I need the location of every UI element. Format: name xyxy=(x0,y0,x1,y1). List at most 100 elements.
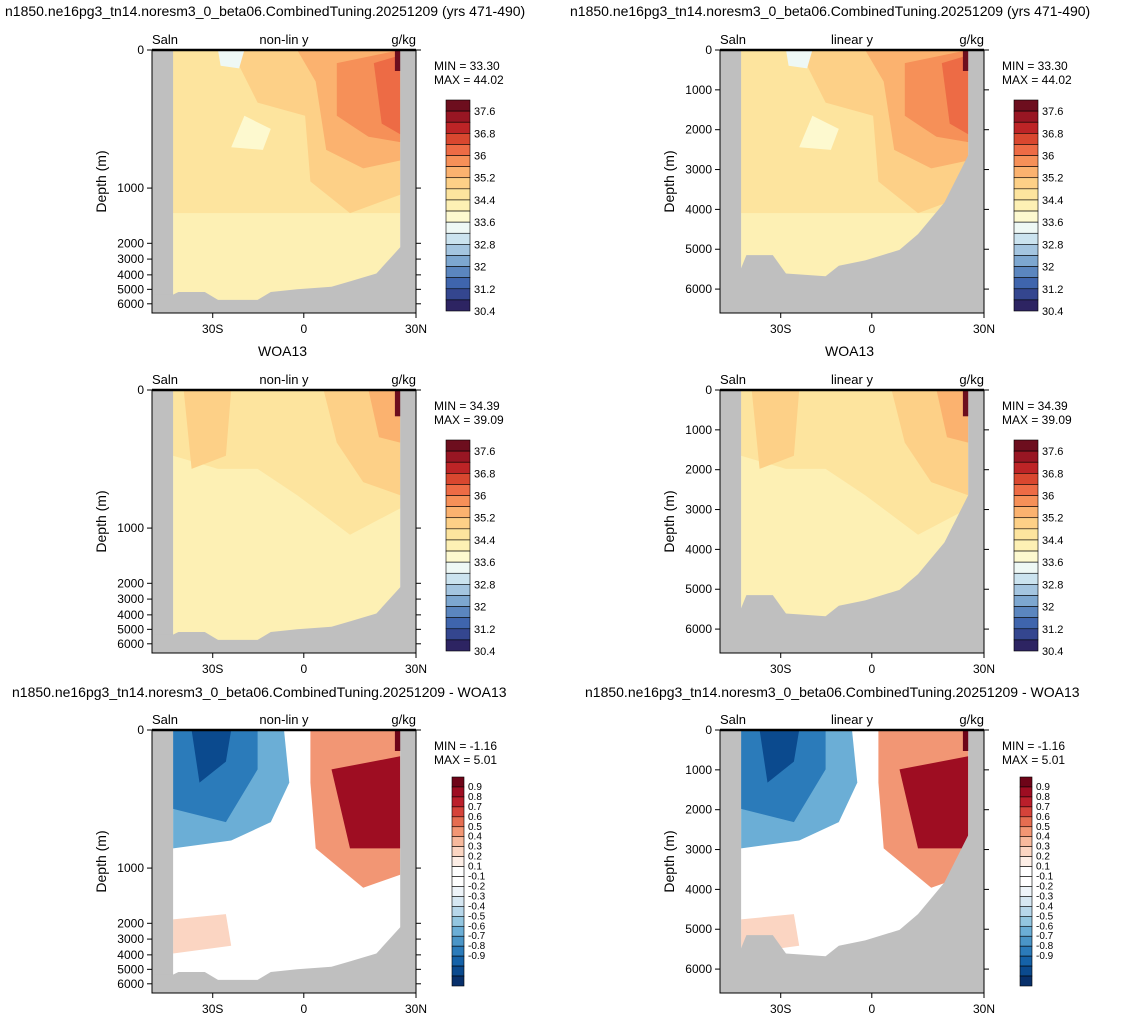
plot-area xyxy=(152,730,416,993)
units-label: g/kg xyxy=(391,32,416,47)
colorbar-cell xyxy=(1013,99,1039,112)
salinity-band xyxy=(936,390,969,443)
y-tick-label: 3000 xyxy=(685,843,712,857)
plot-area xyxy=(152,50,416,313)
colorbar-label: -0.3 xyxy=(468,891,486,902)
y-tick-label: 2000 xyxy=(685,123,712,137)
chart-model-linear-depth: Saln linear y g/kg Depth (m) 0 1000 2000 3000 40… xyxy=(661,32,1072,336)
panel-subtitle: non-lin y xyxy=(259,32,309,47)
plot-area xyxy=(720,50,984,313)
y-tick-label: 5000 xyxy=(117,282,144,296)
colorbar-cell xyxy=(445,188,471,201)
colorbar-cell xyxy=(1013,595,1039,607)
colorbar-cell xyxy=(451,776,465,788)
x-tick-label: 0 xyxy=(300,1002,307,1016)
colorbar-label: -0.9 xyxy=(468,951,486,962)
colorbar-cell xyxy=(451,925,465,937)
colorbar-label: -0.9 xyxy=(1036,951,1054,962)
land-mask xyxy=(152,730,174,993)
units-label: g/kg xyxy=(959,32,984,47)
min-label: MIN = 34.39 xyxy=(434,399,500,413)
land-mask xyxy=(720,835,984,993)
colorbar-label: 36 xyxy=(1042,151,1054,163)
colorbar-label: -0.5 xyxy=(1036,911,1054,922)
colorbar-cell xyxy=(451,896,465,907)
colorbar-label: 0.8 xyxy=(468,792,482,803)
y-tick-label: 5000 xyxy=(685,582,712,596)
colorbar-label: 35.2 xyxy=(474,173,495,185)
colorbar-cell xyxy=(445,299,471,312)
y-tick-label: 2000 xyxy=(117,916,144,930)
colorbar-cell xyxy=(1013,210,1039,223)
x-tick-label: 30S xyxy=(770,322,791,336)
colorbar-cell xyxy=(1013,188,1039,201)
panel-subtitle: linear y xyxy=(831,712,873,727)
colorbar-label: 33.6 xyxy=(474,217,495,229)
colorbar-cell xyxy=(445,439,471,452)
colorbar-cell xyxy=(445,517,471,530)
land-mask xyxy=(720,50,742,313)
plot-area xyxy=(720,730,984,993)
colorbar-label: -0.6 xyxy=(468,921,486,932)
row2-left-title: WOA13 xyxy=(258,343,308,359)
colorbar-label: -0.4 xyxy=(468,901,486,912)
colorbar-cell xyxy=(451,806,465,818)
colorbar-cell xyxy=(1013,121,1039,134)
colorbar-label: -0.2 xyxy=(1036,881,1054,892)
x-tick-label: 30N xyxy=(405,322,427,336)
colorbar-cell xyxy=(1013,584,1039,596)
colorbar-cell xyxy=(1019,975,1033,987)
colorbar-cell xyxy=(1013,277,1039,290)
colorbar-cell xyxy=(1019,945,1033,957)
colorbar-label: 35.2 xyxy=(1042,173,1063,185)
x-tick-label: 30N xyxy=(973,1002,995,1016)
colorbar-label: -0.7 xyxy=(1036,931,1054,942)
y-tick-label: 6000 xyxy=(117,637,144,651)
colorbar-cell xyxy=(1013,606,1039,618)
y-tick-label: 1000 xyxy=(117,521,144,535)
diff-band xyxy=(331,756,401,849)
colorbar-label: -0.7 xyxy=(468,931,486,942)
colorbar-label: 31.2 xyxy=(1042,284,1063,296)
colorbar-cell xyxy=(1013,550,1039,563)
colorbar-label: 30.4 xyxy=(1042,306,1063,318)
land-mask xyxy=(720,730,742,993)
colorbar-cell xyxy=(451,846,465,857)
y-tick-label: 1000 xyxy=(685,83,712,97)
colorbar-cell xyxy=(445,617,471,630)
y-tick-label: 3000 xyxy=(685,503,712,517)
colorbar-label: 36.8 xyxy=(1042,468,1063,480)
colorbar-cell xyxy=(445,110,471,123)
colorbar-cell xyxy=(1013,539,1039,552)
x-tick-label: 0 xyxy=(300,322,307,336)
land-mask xyxy=(152,927,416,993)
colorbar-cell xyxy=(1013,617,1039,630)
colorbar-cell xyxy=(445,550,471,563)
colorbar-label: 36.8 xyxy=(474,468,495,480)
y-tick-label: 2000 xyxy=(117,576,144,590)
salinity-band xyxy=(941,55,969,135)
colorbar-cell xyxy=(445,473,471,485)
colorbar-label: 32 xyxy=(474,602,486,614)
plot-area xyxy=(152,390,416,653)
units-label: g/kg xyxy=(959,712,984,727)
units-label: g/kg xyxy=(391,712,416,727)
y-tick-label: 3000 xyxy=(117,932,144,946)
colorbar-cell xyxy=(451,965,465,977)
colorbar-cell xyxy=(451,836,465,847)
y-tick-label: 2000 xyxy=(685,463,712,477)
colorbar-label: 32.8 xyxy=(474,579,495,591)
panel-subtitle: non-lin y xyxy=(259,372,309,387)
colorbar-cell xyxy=(1019,916,1033,927)
colorbar-cell xyxy=(445,277,471,290)
colorbar-cell xyxy=(445,177,471,190)
min-label: MIN = -1.16 xyxy=(1002,739,1065,753)
y-tick-label: 6000 xyxy=(117,977,144,991)
land-mask xyxy=(152,587,416,653)
colorbar-cell xyxy=(445,199,471,212)
max-label: MAX = 44.02 xyxy=(1002,73,1072,87)
colorbar-cell xyxy=(445,506,471,519)
land-mask xyxy=(152,50,174,313)
max-label: MAX = 44.02 xyxy=(434,73,504,87)
colorbar-cell xyxy=(1019,846,1033,857)
